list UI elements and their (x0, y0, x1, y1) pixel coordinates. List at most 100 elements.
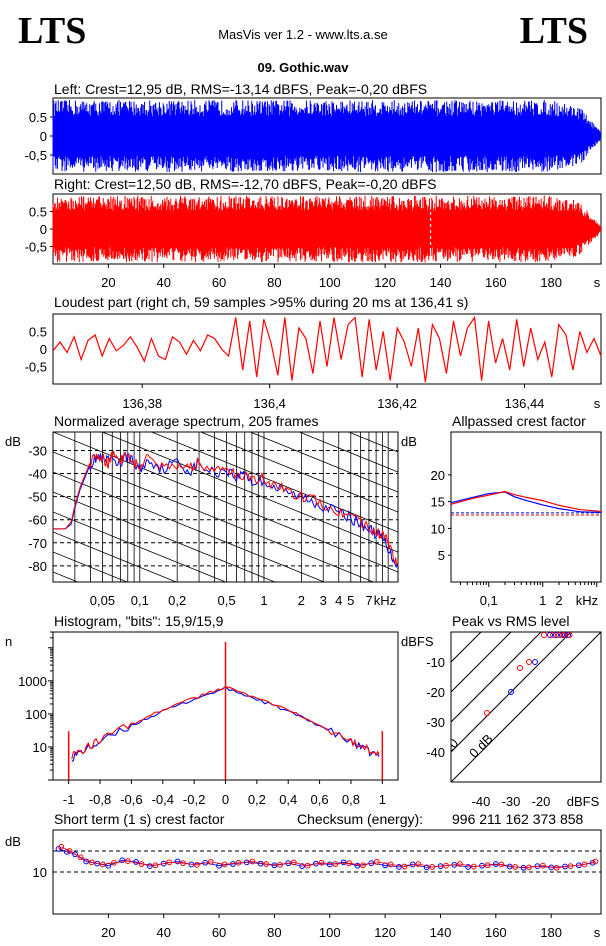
crest-factor-xtick: 2 (555, 593, 562, 608)
peak-rms-left-point (553, 632, 559, 638)
spectrum-slope-line (53, 272, 398, 412)
crest-factor-title: Allpassed crest factor (452, 413, 586, 429)
short-term-left-point (492, 861, 499, 867)
crest-factor-left-line (450, 491, 602, 513)
peak-rms-xtick: -20 (532, 794, 551, 809)
short-term-right-point (194, 861, 200, 868)
short-term-ytick: 10 (33, 865, 47, 880)
crest-factor-ytick: 15 (431, 495, 445, 510)
short-term-left-point (340, 859, 347, 866)
right-waveform-ytick: 0.5 (29, 205, 47, 220)
right-waveform-xtick: 120 (374, 275, 396, 290)
spectrum-xtick: 0,5 (218, 593, 236, 608)
short-term-right-point (138, 861, 145, 867)
loudest-part-line (52, 315, 602, 383)
histogram-title: Histogram, "bits": 15,9/15,9 (54, 613, 224, 629)
right-waveform-xtick: 180 (540, 275, 562, 290)
histogram-xtick: -0,8 (89, 792, 111, 807)
short-term-right-point (110, 859, 117, 866)
spectrum-xtick: 0,05 (90, 593, 115, 608)
short-term-right-point (58, 843, 65, 850)
short-term-right-point (498, 861, 505, 868)
peak-rms-diagonal (451, 632, 572, 753)
peak-rms-right-point (484, 710, 490, 716)
spectrum-slope-line (298, 432, 398, 473)
loudest-part-ytick: 0.5 (29, 325, 47, 340)
peak-rms-diagonals: 40 30 20 10 0 dB (451, 632, 601, 782)
histogram-xtick: 0,2 (248, 792, 266, 807)
left-waveform-signal (52, 99, 601, 173)
short-term-left-point (520, 864, 527, 871)
short-term-right-point (166, 859, 173, 866)
short-term-xtick: 120 (374, 925, 396, 940)
spectrum-ylabel: dB (5, 434, 21, 449)
spectrum-slope-line (53, 491, 276, 582)
spectrum-xtick: 2 (298, 593, 305, 608)
histogram-xtick: -0,2 (183, 792, 205, 807)
loudest-part-xunit: s (594, 396, 601, 411)
short-term-ylabel: dB (5, 834, 21, 849)
loudest-part-xtick: 136,42 (377, 396, 417, 411)
right-waveform-ytick: -0,5 (25, 240, 47, 255)
spectrum-slope-line (396, 432, 398, 433)
short-term-right-point (429, 864, 436, 870)
short-term-left-point (146, 863, 153, 870)
crest-factor-frame (450, 431, 602, 583)
spectrum-xtick: 0,1 (131, 593, 149, 608)
short-term-right-point (124, 858, 131, 864)
peak-rms-ytick: -20 (426, 685, 445, 700)
peak-rms-right-point (566, 632, 573, 638)
short-term-right-point (249, 858, 256, 865)
logo-right: LTS (519, 10, 588, 52)
spectrum-ytick: -60 (28, 513, 47, 528)
loudest-part-ytick: -0,5 (25, 360, 47, 375)
spectrum-xunit: kHz (374, 593, 396, 608)
short-term-left-point (83, 858, 90, 865)
peak-rms-diagonal (451, 632, 482, 663)
short-term-right-point (415, 861, 422, 867)
right-waveform-xunit: s (594, 275, 601, 290)
peak-rms-diagonal-label: 0 dB (466, 731, 496, 761)
spectrum-xtick: 0,2 (168, 593, 186, 608)
peak-rms-ylabel: dBFS (401, 634, 434, 649)
loudest-part-title: Loudest part (right ch, 59 samples >95% … (54, 294, 469, 310)
short-term-xtick: 60 (212, 925, 226, 940)
histogram-xtick: -0,6 (120, 792, 142, 807)
spectrum-ytick: -40 (28, 467, 47, 482)
spectrum-slopes (53, 272, 398, 582)
short-term-xtick: 140 (430, 925, 452, 940)
peak-rms-ytick: -10 (426, 655, 445, 670)
spectrum-ytick: -70 (28, 536, 47, 551)
histogram-ylabel: n (5, 634, 12, 649)
short-term-xtick: 80 (267, 925, 281, 940)
right-waveform-xtick: 80 (267, 275, 281, 290)
peak-rms-xunit: dBFS (567, 794, 600, 809)
loudest-part-xtick: 136,4 (253, 396, 286, 411)
spectrum-grid (52, 432, 398, 582)
histogram-xtick: -1 (63, 792, 75, 807)
peak-rms-frame (450, 631, 602, 783)
short-term-right-point (484, 862, 491, 869)
histogram-xtick: 0,6 (311, 792, 329, 807)
histogram-ytick: 1000 (18, 674, 47, 689)
short-term-left-point (299, 863, 305, 870)
peak-rms-diagonal (451, 632, 601, 782)
crest-factor-right-line (450, 490, 602, 512)
right-waveform-xtick: 20 (101, 275, 115, 290)
short-term-right-point (207, 859, 214, 865)
right-waveform-xtick: 60 (212, 275, 226, 290)
left-waveform-ytick: 0.5 (29, 110, 47, 125)
short-term-right-point (512, 864, 519, 870)
peak-rms-right-point (517, 665, 523, 671)
peak-rms-left-point (532, 659, 538, 665)
short-term-left-line (58, 848, 593, 869)
peak-rms-right-point (526, 659, 532, 665)
short-term-right-point (470, 863, 477, 870)
peak-rms-left-point (508, 689, 514, 695)
crest-factor-ylabel: dB (401, 434, 417, 449)
crest-factor-xtick: 1 (539, 593, 546, 608)
short-term-left-point (368, 860, 375, 867)
peak-rms-right-point (550, 632, 556, 638)
loudest-part-ytick: 0 (40, 342, 47, 357)
short-term-left-point (423, 864, 430, 871)
